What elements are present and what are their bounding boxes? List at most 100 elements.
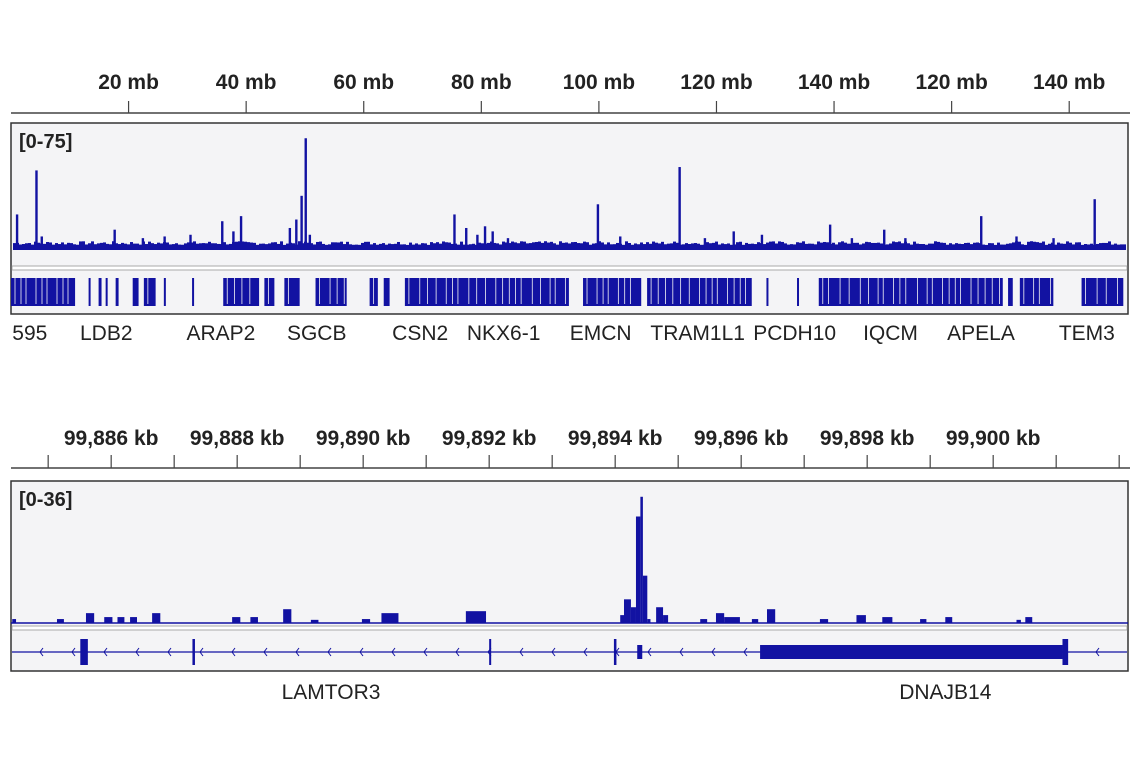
coverage-bar <box>514 242 517 250</box>
coverage-bar <box>814 244 817 250</box>
coverage-bar <box>565 242 568 250</box>
coverage-bar <box>523 241 526 250</box>
gene-exon <box>1062 639 1069 665</box>
strand-arrow-icon <box>39 647 44 657</box>
coverage-bar <box>607 242 610 250</box>
coverage-bar <box>331 242 334 250</box>
coverage-bar <box>604 244 607 250</box>
coverage-bar <box>793 244 796 250</box>
coverage-peak <box>732 231 735 250</box>
coverage-bar <box>478 242 481 250</box>
coverage-bar <box>772 241 775 250</box>
coverage-bar <box>874 242 877 250</box>
coverage-bar <box>469 244 472 250</box>
coverage-bar <box>49 242 52 250</box>
tick-label: 99,890 kb <box>316 427 411 450</box>
coverage-bar <box>1090 243 1093 250</box>
coverage-bar <box>67 242 70 250</box>
coverage-bar <box>778 241 781 250</box>
strand-arrow-icon <box>167 647 172 657</box>
coverage-peak <box>760 234 764 250</box>
coverage-segment <box>250 617 258 623</box>
coverage-bar <box>571 242 574 250</box>
coverage-bar <box>364 241 367 250</box>
coverage-bar <box>133 243 136 250</box>
gene-block <box>818 278 1003 306</box>
coverage-segment <box>1025 617 1033 623</box>
coverage-peak <box>483 226 487 250</box>
gene-block <box>105 278 108 306</box>
coverage-bar <box>151 243 154 250</box>
coverage-bar <box>445 242 448 250</box>
coverage-bar <box>124 243 127 250</box>
coverage-bar <box>271 242 274 250</box>
coverage-bar <box>1060 243 1063 250</box>
gene-block <box>404 278 569 306</box>
coverage-bar <box>802 241 805 250</box>
coverage-bar <box>127 244 130 250</box>
coverage-bar <box>535 241 538 250</box>
coverage-bar <box>1078 242 1081 250</box>
coverage-bar <box>574 242 577 250</box>
coverage-bar <box>91 241 94 250</box>
coverage-bar <box>598 241 601 250</box>
coverage-bar <box>427 244 430 250</box>
coverage-bar <box>916 243 919 250</box>
coverage-bar <box>175 243 178 250</box>
coverage-bar <box>700 244 703 250</box>
coverage-bar <box>397 241 400 250</box>
gene-block <box>315 278 347 306</box>
coverage-segment <box>647 619 651 623</box>
gene-block <box>223 278 260 306</box>
coverage-bar <box>925 244 928 250</box>
coverage-peak <box>453 214 456 250</box>
coverage-bar <box>1012 242 1015 250</box>
gene-label: LAMTOR3 <box>282 681 381 704</box>
coverage-bar <box>349 244 352 250</box>
coverage-bar <box>697 243 700 250</box>
coverage-bar <box>946 244 949 250</box>
coverage-bar <box>1021 244 1024 250</box>
track-box <box>10 480 1129 672</box>
strand-arrow-icon <box>231 647 236 657</box>
coverage-bar <box>955 243 958 250</box>
coverage-bar <box>754 244 757 250</box>
coverage-bar <box>409 242 412 250</box>
coverage-bar <box>832 242 835 250</box>
coverage-peak <box>300 195 303 250</box>
coverage-bar <box>334 242 337 250</box>
coverage-bar <box>1066 241 1069 250</box>
coverage-bar <box>115 243 118 250</box>
coverage-bar <box>691 243 694 250</box>
tick-label: 99,888 kb <box>190 427 285 450</box>
strand-arrow-icon <box>519 647 524 657</box>
coverage-bar <box>628 243 631 250</box>
coverage-peak <box>304 138 307 250</box>
coverage-segment <box>623 599 631 623</box>
coverage-bar <box>322 243 325 250</box>
coverage-segment <box>465 611 487 623</box>
coverage-bar <box>286 243 289 250</box>
coverage-bar <box>631 244 634 250</box>
coverage-bar <box>787 244 790 250</box>
gene-label: 595 <box>12 322 47 345</box>
coverage-bar <box>991 243 994 250</box>
tick-label: 99,900 kb <box>946 427 1041 450</box>
coverage-bar <box>31 244 34 250</box>
coverage-bar <box>448 242 451 250</box>
coverage-bar <box>682 244 685 250</box>
gene-block <box>1081 278 1124 306</box>
coverage-bar <box>400 244 403 250</box>
coverage-bar <box>715 241 718 250</box>
coverage-bar <box>496 243 499 250</box>
coverage-peak <box>678 167 681 250</box>
strand-arrow-icon <box>359 647 364 657</box>
coverage-segment <box>56 619 64 623</box>
coverage-bar <box>181 244 184 250</box>
coverage-bar <box>328 244 331 250</box>
coverage-bar <box>145 244 148 250</box>
coverage-segment <box>130 617 138 623</box>
coverage-bar <box>235 241 238 250</box>
coverage-bar <box>661 241 664 250</box>
coverage-peak <box>15 214 19 250</box>
